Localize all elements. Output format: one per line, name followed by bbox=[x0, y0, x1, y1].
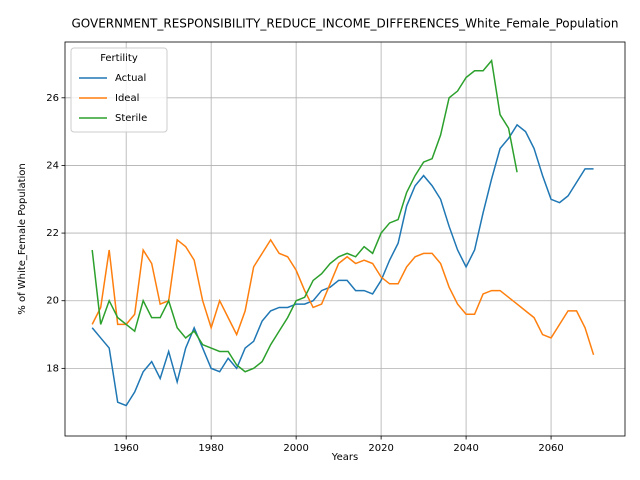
x-tick-label: 1980 bbox=[198, 443, 223, 454]
legend-title: Fertility bbox=[100, 53, 138, 64]
legend-label: Ideal bbox=[115, 93, 139, 104]
y-axis-label: % of White_Female Population bbox=[17, 163, 28, 314]
x-tick-label: 2000 bbox=[283, 443, 308, 454]
x-tick-label: 2040 bbox=[453, 443, 478, 454]
data-line bbox=[91, 238, 595, 356]
y-tick-label: 20 bbox=[46, 296, 59, 307]
x-axis-label: Years bbox=[331, 452, 358, 463]
plot-frame bbox=[64, 41, 626, 437]
x-tick-label: 1960 bbox=[113, 443, 138, 454]
legend-label: Sterile bbox=[115, 113, 147, 124]
y-tick-label: 22 bbox=[46, 228, 59, 239]
chart-title: GOVERNMENT_RESPONSIBILITY_REDUCE_INCOME_… bbox=[71, 17, 618, 31]
y-tick-label: 18 bbox=[46, 363, 59, 374]
x-tick-label: 2020 bbox=[368, 443, 393, 454]
y-tick-label: 24 bbox=[46, 160, 59, 171]
legend: Fertility Actual Ideal Sterile bbox=[70, 47, 168, 133]
legend-label: Actual bbox=[115, 73, 146, 84]
y-tick-label: 26 bbox=[46, 93, 59, 104]
data-line bbox=[91, 123, 594, 407]
legend-box bbox=[70, 47, 168, 133]
data-line bbox=[91, 58, 518, 373]
x-tick-label: 2060 bbox=[538, 443, 563, 454]
